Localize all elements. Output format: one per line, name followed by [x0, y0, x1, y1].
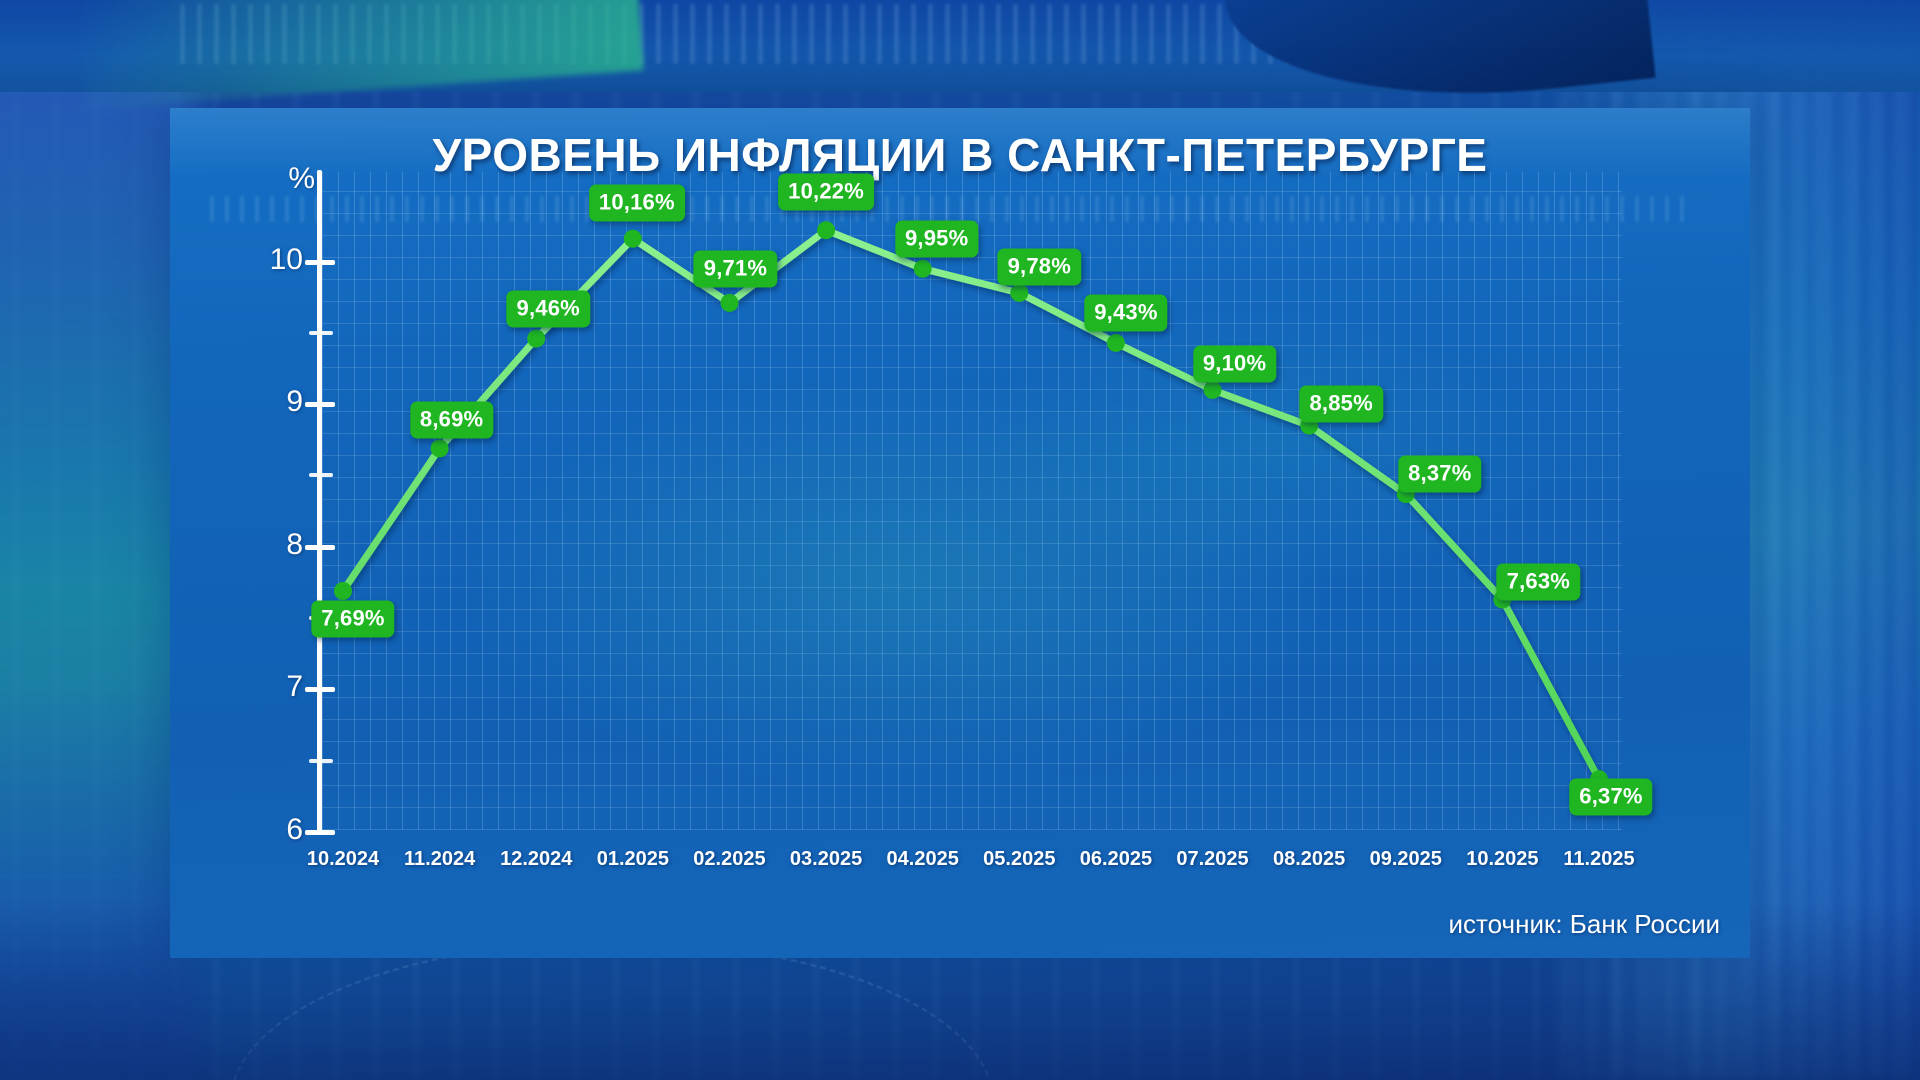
chart-panel: УРОВЕНЬ ИНФЛЯЦИИ В САНКТ-ПЕТЕРБУРГЕ % 10…	[170, 108, 1750, 958]
data-point-label: 9,43%	[1084, 294, 1168, 332]
y-tick-label: 8	[286, 527, 303, 561]
panel-sheen	[170, 108, 1750, 178]
data-point-label: 10,16%	[588, 184, 685, 222]
chart-series-svg	[334, 221, 1608, 789]
data-point-label: 8,37%	[1398, 455, 1482, 493]
y-tick-major	[305, 544, 335, 550]
y-tick-minor	[309, 758, 333, 763]
data-point-label: 7,69%	[311, 600, 395, 638]
y-tick-minor	[309, 330, 333, 335]
x-tick-label: 01.2025	[596, 848, 669, 870]
series-point	[623, 229, 642, 248]
series-point	[1106, 333, 1125, 352]
x-tick-label: 08.2025	[1272, 848, 1346, 870]
page-title: УРОВЕНЬ ИНФЛЯЦИИ В САНКТ-ПЕТЕРБУРГЕ	[432, 129, 1488, 181]
x-tick-label: 09.2025	[1369, 848, 1442, 870]
x-tick-label: 12.2024	[500, 848, 573, 870]
y-tick-minor	[309, 473, 333, 478]
y-tick-major	[305, 402, 335, 408]
y-axis-line	[317, 170, 322, 832]
x-tick-label: 02.2025	[693, 848, 766, 870]
x-tick-label: 10.2024	[306, 848, 380, 870]
y-tick-label: 7	[286, 670, 303, 704]
y-tick-label: 9	[286, 385, 303, 419]
y-tick-major	[305, 259, 335, 265]
y-tick-major	[305, 687, 335, 693]
line-chart: % 10 9 8 7 6 7,69% 8,69% 9,46% 10,16% 9,71% 10,2	[245, 162, 1653, 845]
x-tick-label: 04.2025	[886, 848, 959, 870]
x-tick-label: 06.2025	[1079, 848, 1153, 870]
data-point-label: 9,95%	[894, 220, 979, 258]
series-point	[817, 221, 836, 240]
series-point	[430, 439, 449, 458]
panel-ghost-text	[210, 196, 1690, 222]
y-tick-label: 6	[286, 813, 303, 846]
x-tick-label: 03.2025	[789, 848, 863, 870]
x-tick-label: 10.2025	[1466, 848, 1539, 870]
series-point	[913, 259, 932, 278]
x-axis-labels: 10.2024 11.2024 12.2024 01.2025 02.2025 03.20…	[245, 848, 1635, 882]
y-axis-unit-label: %	[288, 162, 315, 195]
source-attribution: источник: Банк России	[1448, 909, 1720, 939]
data-point-label: 10,22%	[778, 173, 874, 211]
series-point	[720, 293, 739, 312]
data-point-label: 8,69%	[409, 401, 494, 439]
data-point-label: 6,37%	[1569, 778, 1653, 816]
data-point-label: 7,63%	[1496, 563, 1581, 601]
y-tick-major	[305, 830, 335, 835]
series-point	[1010, 283, 1029, 302]
x-tick-label: 07.2025	[1176, 848, 1249, 870]
data-point-label: 9,78%	[997, 248, 1081, 286]
data-point-label: 8,85%	[1299, 385, 1383, 423]
x-tick-label: 11.2024	[404, 848, 476, 870]
series-point	[527, 329, 546, 348]
data-point-label: 9,71%	[693, 250, 778, 288]
y-tick-label: 10	[269, 242, 303, 276]
data-point-label: 9,10%	[1192, 345, 1277, 383]
series-point	[1203, 380, 1222, 399]
x-tick-label: 11.2025	[1563, 848, 1635, 870]
series-point	[334, 582, 352, 600]
data-point-label: 9,46%	[506, 290, 590, 328]
x-tick-label: 05.2025	[983, 848, 1056, 870]
